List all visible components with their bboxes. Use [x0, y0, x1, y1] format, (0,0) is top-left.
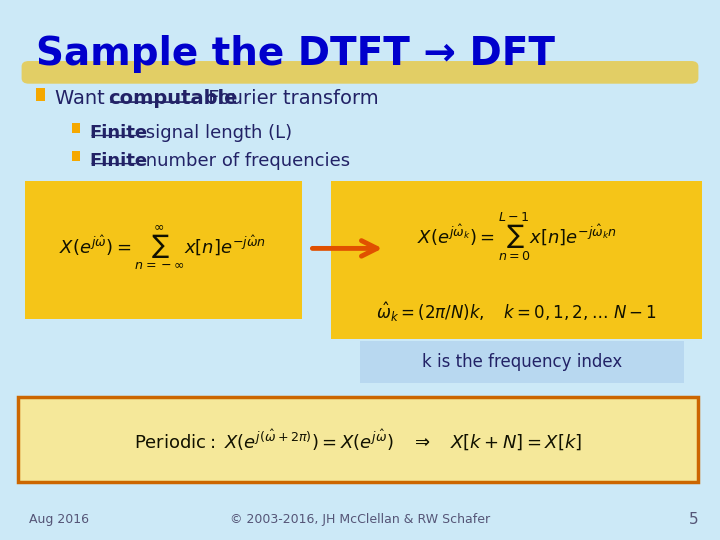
Text: k is the frequency index: k is the frequency index: [422, 353, 622, 372]
FancyBboxPatch shape: [331, 287, 702, 339]
Text: © 2003-2016, JH McClellan & RW Schafer: © 2003-2016, JH McClellan & RW Schafer: [230, 514, 490, 526]
Text: number of frequencies: number of frequencies: [140, 152, 350, 170]
FancyBboxPatch shape: [22, 61, 698, 84]
Text: $X(e^{j\hat{\omega}}) = \sum_{n=-\infty}^{\infty} x[n]e^{-j\hat{\omega}n}$: $X(e^{j\hat{\omega}}) = \sum_{n=-\infty}…: [58, 224, 266, 273]
Text: Aug 2016: Aug 2016: [29, 514, 89, 526]
Bar: [36, 88, 45, 101]
FancyBboxPatch shape: [360, 341, 684, 383]
Text: Finite: Finite: [89, 152, 148, 170]
Text: Fourier transform: Fourier transform: [202, 89, 378, 107]
FancyBboxPatch shape: [331, 181, 702, 292]
Bar: [72, 151, 80, 161]
Text: Sample the DTFT → DFT: Sample the DTFT → DFT: [36, 35, 555, 73]
Text: computable: computable: [108, 89, 238, 107]
Text: $\hat{\omega}_k = (2\pi/N)k, \quad k=0,1,2,\ldots \ N-1$: $\hat{\omega}_k = (2\pi/N)k, \quad k=0,1…: [377, 301, 657, 325]
Text: 5: 5: [689, 511, 698, 526]
Bar: [72, 123, 80, 133]
Text: $\mathrm{Periodic}:\ X(e^{j(\hat{\omega}+2\pi)}) = X(e^{j\hat{\omega}}) \quad \R: $\mathrm{Periodic}:\ X(e^{j(\hat{\omega}…: [134, 427, 582, 452]
Text: $X(e^{j\hat{\omega}_k}) = \sum_{n=0}^{L-1} x[n]e^{-j\hat{\omega}_k n}$: $X(e^{j\hat{\omega}_k}) = \sum_{n=0}^{L-…: [417, 210, 617, 263]
Text: Finite: Finite: [89, 124, 148, 141]
Text: Want: Want: [55, 89, 112, 107]
FancyBboxPatch shape: [25, 181, 302, 319]
FancyBboxPatch shape: [18, 397, 698, 482]
Text: signal length (L): signal length (L): [140, 124, 292, 141]
